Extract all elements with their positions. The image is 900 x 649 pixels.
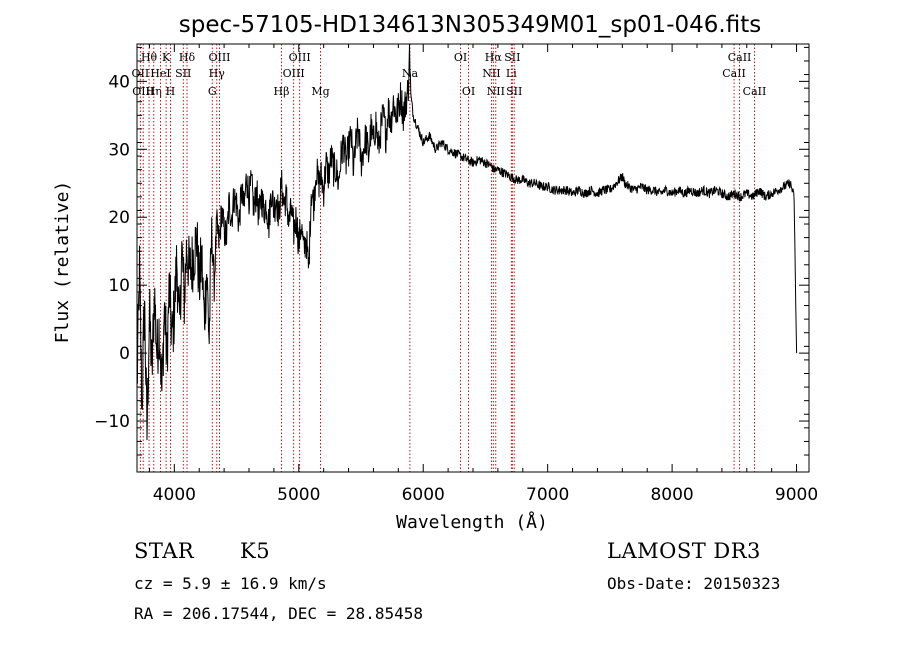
x-tick-label-5: 9000 [775,485,818,505]
y-tick-label-3: 20 [108,208,130,228]
x-tick-label-0: 4000 [153,485,196,505]
line-label-6: H [166,85,176,98]
line-label-3: Hη [146,85,162,98]
line-label-2: Hθ [141,51,158,64]
x-tick-label-3: 7000 [526,485,569,505]
axis-ticks: 4000 5000 6000 7000 8000 9000 −10 0 10 20 30 40 [94,44,818,505]
line-label-11: OIII [208,51,230,64]
line-label-19: NII [482,67,500,80]
object-subclass: K5 [240,539,271,563]
x-axis-label: Wavelength (Å) [396,511,548,533]
x-tick-label-4: 8000 [650,485,693,505]
line-label-23: SII [504,51,520,64]
chart-title: spec-57105-HD134613N305349M01_sp01-046.f… [179,12,761,38]
redshift-readout: cz = 5.9 ± 16.9 km/s [134,574,327,593]
y-tick-label-0: −10 [94,412,130,432]
line-label-18: OI [462,85,475,98]
line-label-12: Hβ [274,85,290,98]
line-label-13: OIII [283,67,305,80]
y-tick-label-2: 10 [108,276,130,296]
line-label-8: Hδ [179,51,196,64]
line-label-15: Mg [311,85,329,98]
y-tick-label-4: 30 [108,140,130,160]
line-label-21: NII [487,85,505,98]
y-axis-label: Flux (relative) [52,181,73,344]
x-tick-label-1: 5000 [277,485,320,505]
plot-frame [136,43,810,473]
line-label-14: OIII [289,51,311,64]
line-label-22: Li [506,67,517,80]
line-label-20: Hα [485,51,503,64]
line-label-5: K [162,51,171,64]
line-label-17: OI [454,51,467,64]
line-label-24: SII [506,85,522,98]
line-label-4: HeI [150,67,170,80]
spectral-line-markers: OIIOIIIHθHηHeIKHSIIHδGHγOIIIHβOIIIOIIIMg… [132,44,767,472]
line-label-9: G [208,85,217,98]
y-tick-label-1: 0 [119,344,130,364]
line-label-26: CaII [728,51,752,64]
line-label-25: CaII [722,67,746,80]
line-label-0: OII [132,67,150,80]
line-label-7: SII [175,67,191,80]
x-tick-label-2: 6000 [402,485,445,505]
line-label-10: Hγ [209,67,226,80]
y-tick-label-5: 40 [108,72,130,92]
line-label-27: CaII [743,85,767,98]
observation-date: Obs-Date: 20150323 [607,574,781,593]
coordinates-readout: RA = 206.17544, DEC = 28.85458 [134,604,423,623]
object-class: STAR [134,539,195,563]
spectrum-series [136,43,798,441]
survey-name: LAMOST DR3 [607,539,761,563]
